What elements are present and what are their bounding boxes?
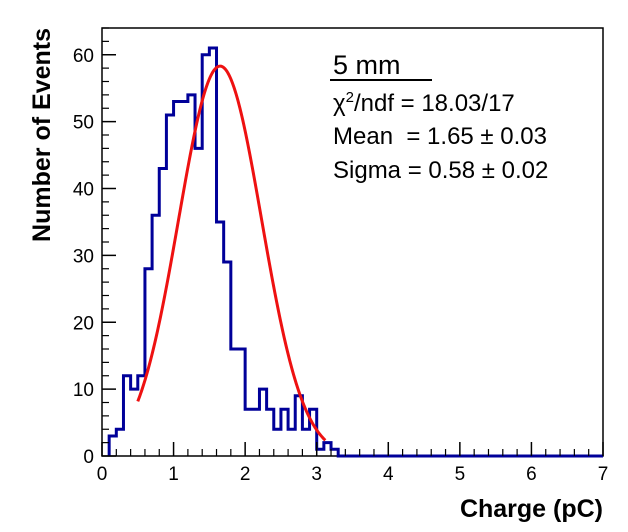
y-tick-label: 0 [83,447,94,468]
x-tick-label: 5 [455,464,466,485]
stats-chi2: χ2/ndf = 18.03/17 [333,89,515,117]
stats-sigma: Sigma = 0.58 ± 0.02 [333,157,548,184]
x-tick-label: 6 [526,464,537,485]
y-tick-label: 10 [73,380,94,401]
y-tick-label: 50 [73,113,94,134]
x-tick-label: 1 [168,464,179,485]
stats-chi2-value: /ndf = 18.03/17 [354,90,515,117]
stats-title: 5 mm [333,50,401,80]
y-tick-label: 30 [73,246,94,267]
x-tick-label: 4 [383,464,394,485]
histogram-series [107,46,603,458]
x-tick-label: 7 [598,464,609,485]
gaussian-fit-curve [136,64,327,442]
x-tick-label: 2 [240,464,251,485]
y-tick-label: 20 [73,313,94,334]
x-tick-label: 0 [97,464,108,485]
y-tick-label: 40 [73,180,94,201]
stats-mean: Mean = 1.65 ± 0.03 [333,123,547,150]
y-axis-label: Number of Events [28,28,56,242]
y-tick-label: 60 [73,46,94,67]
x-axis-label: Charge (pC) [460,495,603,523]
x-tick-label: 3 [311,464,322,485]
